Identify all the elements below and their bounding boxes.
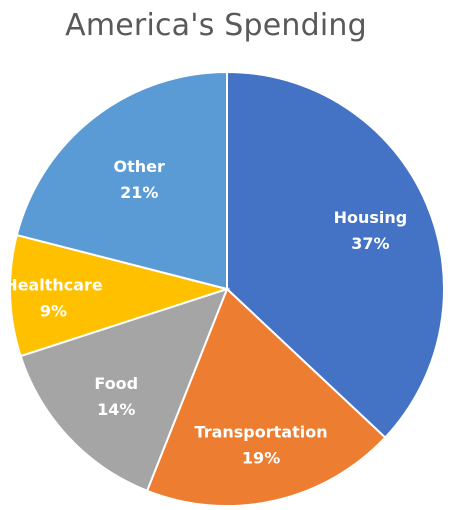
slice-label-housing: Housing (334, 208, 408, 227)
slice-value-healthcare: 9% (40, 301, 67, 320)
pie-slice-housing (226, 70, 445, 439)
pie-labels: Housing 37% Transportation 19% Food 14% Health… (4, 157, 407, 468)
slice-label-food: Food (94, 374, 138, 393)
slice-label-transportation: Transportation (195, 422, 328, 441)
slice-value-other: 21% (120, 183, 158, 202)
pie-slice-transportation (145, 287, 387, 507)
slice-value-housing: 37% (351, 234, 389, 253)
chart-title: America's Spending (65, 8, 367, 43)
pie-slice-other (15, 70, 228, 291)
pie-slices (9, 70, 445, 507)
slice-value-food: 14% (97, 400, 135, 419)
slice-label-healthcare: Healthcare (4, 275, 103, 294)
slice-label-other: Other (114, 157, 165, 176)
slice-value-transportation: 19% (242, 448, 280, 467)
pie-slice-healthcare (9, 233, 231, 358)
